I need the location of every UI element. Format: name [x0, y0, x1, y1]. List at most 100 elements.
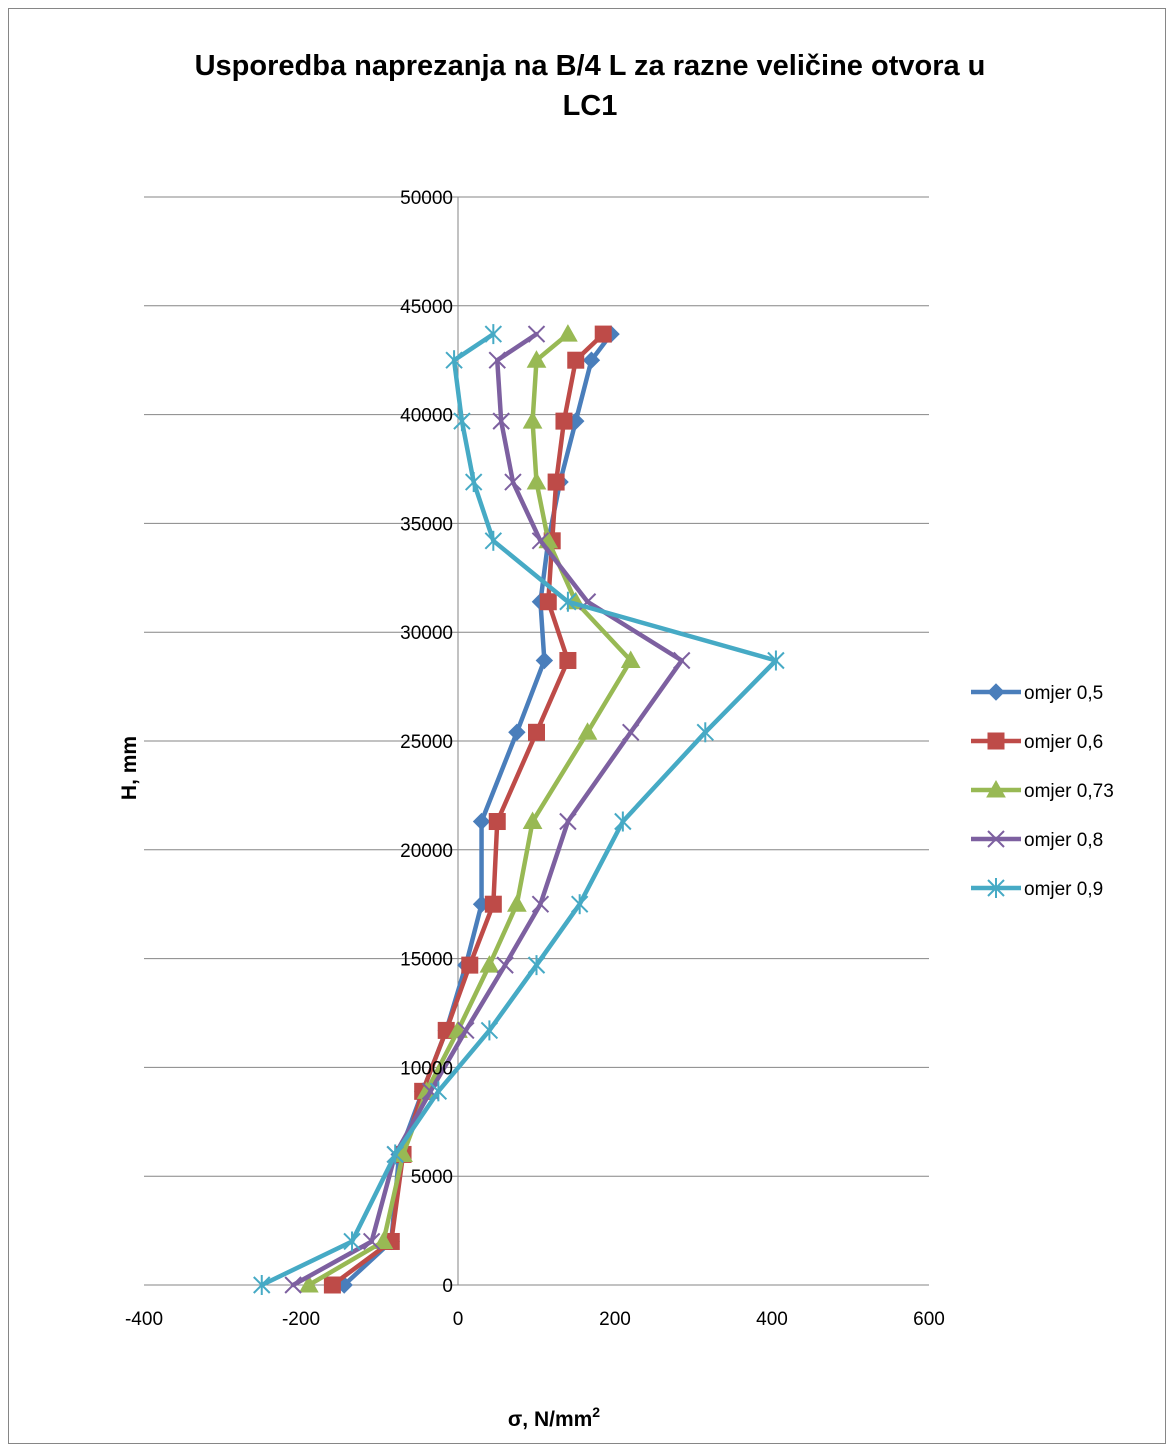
marker-asterisk — [570, 894, 589, 915]
y-tick-label: 25000 — [400, 732, 453, 753]
marker-asterisk — [767, 650, 785, 671]
marker-triangle — [298, 1274, 319, 1293]
legend-item: omjer 0,8 — [971, 830, 1103, 851]
marker-x-stroke — [987, 830, 1005, 848]
y-axis-title: H, mm — [118, 736, 141, 800]
marker-diamond — [987, 683, 1005, 701]
x-tick-label: 600 — [913, 1309, 945, 1330]
marker-square — [594, 325, 612, 343]
legend-label: omjer 0,6 — [1024, 732, 1103, 753]
marker-asterisk — [987, 878, 1005, 898]
y-tick-label: 20000 — [400, 841, 453, 862]
x-tick-label: -200 — [282, 1309, 320, 1330]
marker-x — [496, 956, 514, 974]
marker-asterisk — [386, 1144, 404, 1165]
marker-asterisk — [253, 1275, 271, 1295]
marker-x — [284, 1276, 302, 1294]
series-line — [259, 331, 779, 1288]
marker-x — [457, 1021, 475, 1040]
marker-asterisk — [696, 722, 714, 743]
marker-x — [527, 325, 546, 343]
marker-x-stroke — [284, 1276, 302, 1294]
marker-x — [492, 412, 510, 430]
marker-x-stroke — [488, 351, 506, 369]
marker-x-stroke — [531, 532, 550, 550]
chart-svg: Usporedba naprezanja na B/4 L za razne v… — [118, 50, 1114, 1431]
marker-diamond — [535, 651, 554, 670]
marker-x-stroke — [621, 723, 640, 742]
grid-layer — [144, 196, 929, 1177]
marker-triangle — [479, 955, 500, 973]
marker-asterisk — [343, 1231, 361, 1252]
y-tick-label: 5000 — [411, 1167, 453, 1188]
marker-square — [484, 895, 502, 913]
legend-label: omjer 0,5 — [1024, 683, 1103, 704]
marker-x — [559, 812, 577, 831]
marker-x — [621, 723, 640, 742]
marker-x-stroke — [496, 956, 514, 974]
marker-square — [539, 593, 557, 611]
chart-title-line-2: LC1 — [563, 90, 618, 122]
marker-asterisk — [614, 811, 632, 832]
marker-x-stroke — [531, 895, 550, 913]
x-axis-title: σ, N/mm2 — [508, 1404, 600, 1431]
marker-asterisk — [480, 1020, 499, 1041]
legend-label: omjer 0,73 — [1024, 781, 1114, 802]
marker-x-stroke — [492, 412, 510, 430]
legend-label: omjer 0,9 — [1024, 879, 1103, 900]
x-axis-title-main: σ, N/mm — [508, 1408, 592, 1431]
marker-x — [504, 473, 522, 491]
marker-square — [547, 473, 565, 491]
marker-square — [555, 412, 573, 430]
marker-asterisk — [445, 350, 463, 371]
y-tick-label: 50000 — [400, 188, 453, 209]
legend-item: omjer 0,6 — [971, 732, 1103, 753]
marker-x — [362, 1232, 381, 1251]
marker-square — [528, 723, 545, 741]
marker-square — [987, 732, 1005, 750]
marker-triangle — [526, 350, 547, 368]
x-tick-label: -400 — [125, 1309, 163, 1330]
marker-square — [461, 956, 479, 974]
y-tick-label: 15000 — [400, 950, 453, 971]
marker-x — [531, 532, 550, 550]
series-line — [290, 331, 684, 1288]
legend: omjer 0,5 omjer 0,6 omjer 0,73 omjer 0,8 omj… — [971, 683, 1114, 900]
marker-x-stroke — [421, 1082, 440, 1101]
marker-x-stroke — [504, 473, 522, 491]
marker-diamond — [508, 723, 526, 742]
marker-asterisk — [484, 324, 503, 345]
series-4 — [284, 325, 691, 1294]
legend-item: omjer 0,5 — [971, 683, 1103, 704]
y-tick-label: 30000 — [400, 623, 453, 644]
y-tick-label: 35000 — [400, 514, 453, 535]
marker-asterisk — [559, 591, 577, 612]
marker-diamond — [582, 351, 601, 369]
marker-x-stroke — [362, 1232, 381, 1251]
marker-diamond — [472, 812, 491, 831]
marker-triangle — [373, 1231, 394, 1249]
chart-title-line-1: Usporedba naprezanja na B/4 L za razne v… — [195, 50, 986, 82]
marker-square — [559, 651, 577, 669]
marker-triangle — [986, 779, 1006, 798]
marker-x-stroke — [559, 812, 577, 831]
marker-triangle — [507, 894, 527, 912]
tick-label-layer: 0 5000 10000 15000 20000 25000 30000 35000 40000… — [125, 188, 945, 1330]
marker-x — [488, 351, 506, 369]
series-5 — [253, 324, 785, 1295]
series-2 — [323, 325, 612, 1294]
x-tick-label: 0 — [453, 1309, 464, 1330]
marker-asterisk — [429, 1081, 448, 1102]
marker-x — [987, 830, 1005, 848]
marker-triangle — [577, 722, 598, 740]
marker-triangle — [522, 411, 543, 429]
legend-item: omjer 0,73 — [971, 779, 1114, 802]
marker-x-stroke — [527, 325, 546, 343]
marker-x-stroke — [673, 651, 691, 670]
marker-asterisk — [464, 472, 483, 493]
legend-label: omjer 0,8 — [1024, 830, 1103, 851]
marker-triangle — [522, 811, 543, 830]
marker-asterisk — [484, 530, 503, 551]
x-tick-label: 200 — [599, 1309, 631, 1330]
marker-triangle — [526, 472, 547, 490]
